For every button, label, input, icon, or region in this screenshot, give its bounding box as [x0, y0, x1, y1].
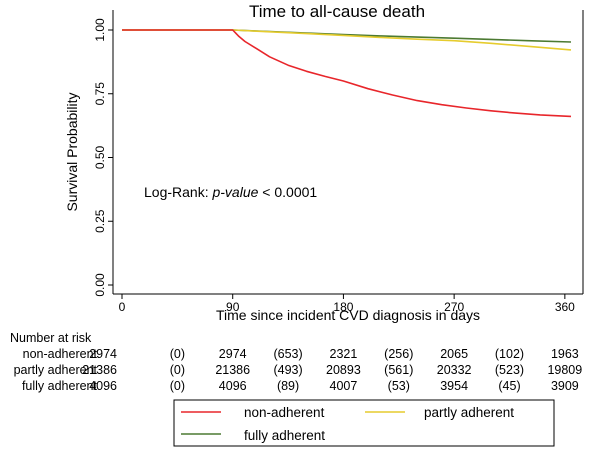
x-tick-label: 0: [119, 300, 126, 314]
risk-cell: 4007: [330, 379, 358, 393]
risk-cell: 1963: [551, 347, 579, 361]
risk-cell: 4096: [219, 379, 247, 393]
chart-title: Time to all-cause death: [249, 2, 425, 21]
series-line-non-adherent: [122, 29, 572, 118]
y-tick-label: 0.50: [93, 145, 107, 169]
risk-cell: (523): [495, 363, 524, 377]
x-tick-label: 180: [333, 300, 353, 314]
risk-row-label: fully adherent: [22, 379, 98, 393]
risk-cell: (561): [384, 363, 413, 377]
risk-cell: 3954: [440, 379, 468, 393]
risk-cell: (45): [498, 379, 520, 393]
series-layer: [122, 29, 572, 118]
risk-cell: (256): [384, 347, 413, 361]
y-tick-label: 1.00: [93, 18, 107, 42]
risk-cell: (653): [273, 347, 302, 361]
risk-cell: (102): [495, 347, 524, 361]
legend: non-adherent partly adherent fully adher…: [173, 399, 555, 447]
risk-cell: 2974: [219, 347, 247, 361]
risk-cell: 20893: [326, 363, 361, 377]
x-axis-label: Time since incident CVD diagnosis in day…: [216, 307, 480, 323]
risk-cell: 2321: [330, 347, 358, 361]
risk-cell: 21386: [215, 363, 250, 377]
risk-table-header: Number at risk: [10, 331, 92, 345]
risk-cell: 2065: [440, 347, 468, 361]
x-tick-label: 90: [226, 300, 240, 314]
risk-cell: 20332: [437, 363, 472, 377]
x-tick-label: 360: [555, 300, 575, 314]
risk-cell: (53): [388, 379, 410, 393]
risk-cell: 3909: [551, 379, 579, 393]
risk-row-label: non-adherent: [23, 347, 98, 361]
axis-ticks: 0 90 180 270 360 0.00 0.25 0.50 0.75 1.00: [93, 18, 575, 314]
legend-label-non-adherent: non-adherent: [244, 405, 325, 420]
legend-box: [173, 399, 555, 447]
risk-row-label: partly adherent: [14, 363, 98, 377]
legend-label-fully-adherent: fully adherent: [244, 428, 325, 443]
legend-label-partly-adherent: partly adherent: [424, 405, 514, 420]
risk-cell: (0): [170, 379, 185, 393]
risk-cell: (89): [277, 379, 299, 393]
risk-cell: 2974: [89, 347, 117, 361]
risk-cell: (0): [170, 347, 185, 361]
risk-cell: 21386: [82, 363, 117, 377]
y-tick-label: 0.25: [93, 209, 107, 233]
risk-cell: 19809: [547, 363, 582, 377]
y-axis-label: Survival Probability: [64, 92, 80, 211]
risk-cell: 4096: [89, 379, 117, 393]
y-tick-label: 0.75: [93, 82, 107, 106]
series-line-partly-adherent: [122, 29, 572, 51]
y-tick-label: 0.00: [93, 273, 107, 297]
log-rank-annotation: Log-Rank: p-value < 0.0001: [144, 184, 317, 200]
risk-cell: (0): [170, 363, 185, 377]
x-tick-label: 270: [444, 300, 464, 314]
plot-frame: [112, 10, 584, 295]
risk-cell: (493): [273, 363, 302, 377]
